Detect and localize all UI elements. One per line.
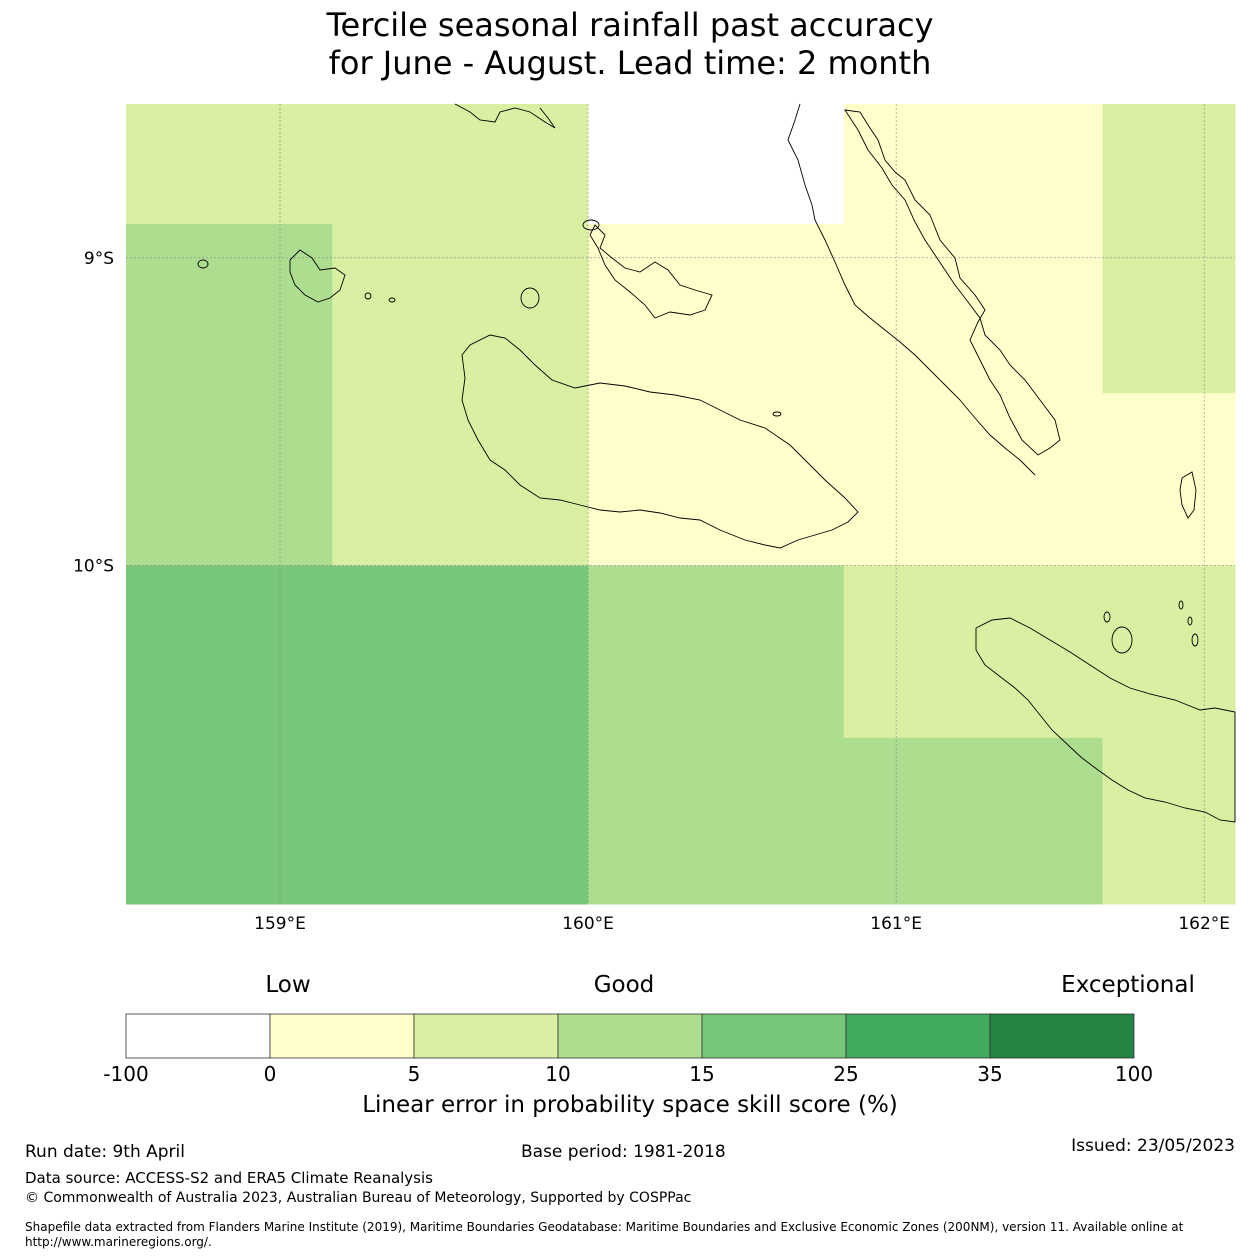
skill-cell-9 bbox=[126, 565, 589, 905]
coastline-islet-3 bbox=[364, 292, 372, 300]
category-good: Good bbox=[593, 972, 655, 998]
title-line-1: Tercile seasonal rainfall past accuracy bbox=[326, 6, 934, 44]
coastline-islet-2 bbox=[388, 297, 396, 303]
x-tick-label: 162°E bbox=[1178, 914, 1230, 934]
colorbar-segment-0 bbox=[125, 1013, 271, 1059]
coastline-islet-9 bbox=[1178, 600, 1184, 610]
y-tick-label: 9°S bbox=[84, 249, 114, 269]
colorbar-segment-2 bbox=[413, 1013, 559, 1059]
data-source: Data source: ACCESS-S2 and ERA5 Climate … bbox=[25, 1169, 433, 1187]
coastline-top-islands bbox=[454, 103, 556, 129]
y-tick-labels: 9°S 10°S bbox=[73, 249, 114, 577]
coastline-islet-1 bbox=[197, 259, 209, 269]
colorbar-tick-label: 15 bbox=[689, 1062, 714, 1086]
colorbar-tick-labels: -100 0 5 10 15 25 35 100 bbox=[103, 1062, 1153, 1086]
skill-cell-13 bbox=[1102, 737, 1236, 905]
colorbar-tick-label: 35 bbox=[977, 1062, 1002, 1086]
title-line-2: for June - August. Lead time: 2 month bbox=[328, 44, 932, 82]
colorbar-tick-label: 10 bbox=[545, 1062, 570, 1086]
colorbar-segment-6 bbox=[989, 1013, 1135, 1059]
coastline-santa-isabel bbox=[844, 109, 1061, 456]
colorbar-segment-5 bbox=[845, 1013, 991, 1059]
x-tick-label: 160°E bbox=[562, 914, 614, 934]
colorbar-segment-1 bbox=[269, 1013, 415, 1059]
skill-cell-0 bbox=[126, 104, 589, 225]
coastline-savo bbox=[520, 287, 540, 309]
y-tick-label: 10°S bbox=[73, 557, 114, 577]
skill-cell-10 bbox=[588, 565, 845, 905]
coastline-north bbox=[787, 103, 1036, 476]
x-tick-label: 161°E bbox=[870, 914, 922, 934]
copyright: © Commonwealth of Australia 2023, Austra… bbox=[25, 1190, 692, 1206]
issued-date: Issued: 23/05/2023 bbox=[1071, 1136, 1235, 1156]
coastline-islet-11 bbox=[1191, 633, 1199, 647]
coastline-islet-4 bbox=[582, 219, 600, 231]
shapefile-credit: Shapefile data extracted from Flanders M… bbox=[25, 1220, 1184, 1249]
coastlines bbox=[197, 103, 1236, 823]
skill-cell-4 bbox=[126, 224, 333, 567]
colorbar-label: Linear error in probability space skill … bbox=[362, 1092, 898, 1118]
coastline-islet-8 bbox=[1103, 611, 1111, 623]
gridlines bbox=[126, 104, 1235, 904]
colorbar-tick-label: 100 bbox=[1115, 1062, 1153, 1086]
coastline-makira bbox=[975, 617, 1236, 823]
coastline-islet-6 bbox=[1179, 471, 1197, 519]
skill-cell-7 bbox=[1102, 224, 1236, 394]
colorbar-segment-4 bbox=[701, 1013, 847, 1059]
colorbar bbox=[125, 1013, 1135, 1059]
skill-cell-8 bbox=[1102, 393, 1236, 567]
colorbar-tick-label: 25 bbox=[833, 1062, 858, 1086]
skill-cell-11 bbox=[843, 565, 1236, 739]
skill-cell-1 bbox=[588, 104, 845, 225]
skill-cell-2 bbox=[843, 104, 1104, 225]
coastline-guadalcanal bbox=[461, 334, 859, 549]
colorbar-tick-label: 5 bbox=[408, 1062, 421, 1086]
category-low: Low bbox=[265, 972, 311, 998]
map-title: Tercile seasonal rainfall past accuracy … bbox=[0, 6, 1260, 82]
coastline-russell-islands bbox=[289, 249, 346, 303]
x-tick-labels: 159°E 160°E 161°E 162°E bbox=[254, 914, 1230, 934]
coastline-florida-islands bbox=[589, 224, 713, 319]
skill-cell-3 bbox=[1102, 104, 1236, 225]
run-date: Run date: 9th April bbox=[25, 1142, 185, 1162]
skill-cell-12 bbox=[843, 737, 1104, 905]
colorbar-tick-label: -100 bbox=[103, 1062, 148, 1086]
x-tick-label: 159°E bbox=[254, 914, 306, 934]
skill-cells bbox=[126, 104, 1236, 905]
colorbar-segment-3 bbox=[557, 1013, 703, 1059]
skill-cell-5 bbox=[332, 224, 589, 567]
base-period: Base period: 1981-2018 bbox=[521, 1142, 726, 1162]
coastline-islet-10 bbox=[1187, 616, 1193, 626]
coastline-islet-7 bbox=[1111, 626, 1133, 654]
coastline-islet-5 bbox=[772, 411, 782, 417]
category-exceptional: Exceptional bbox=[1061, 972, 1195, 998]
colorbar-tick-label: 0 bbox=[264, 1062, 277, 1086]
